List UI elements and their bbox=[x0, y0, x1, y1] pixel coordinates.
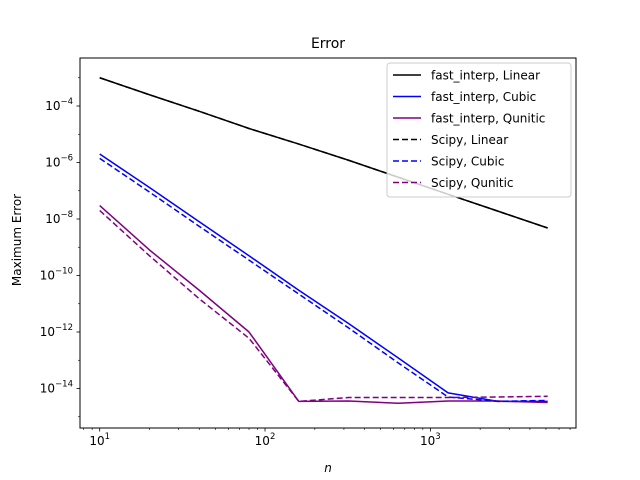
legend-label-scipy-linear: Scipy, Linear bbox=[431, 133, 508, 147]
legend-label-scipy-cubic: Scipy, Cubic bbox=[431, 155, 504, 169]
y-tick-label: 10−8 bbox=[45, 210, 73, 226]
series-line-scipy-qunitic bbox=[99, 209, 548, 403]
plot-frame bbox=[79, 57, 577, 429]
y-tick-label: 10−6 bbox=[45, 153, 73, 169]
y-tick-label: 10−12 bbox=[40, 323, 73, 339]
legend-label-scipy-qunitic: Scipy, Qunitic bbox=[431, 176, 514, 190]
series-layer bbox=[99, 77, 548, 405]
legend-label-fast-interp-qunitic: fast_interp, Qunitic bbox=[431, 112, 545, 126]
legend-label-fast-interp-cubic: fast_interp, Cubic bbox=[431, 90, 536, 104]
y-axis-label: Maximum Error bbox=[10, 194, 24, 286]
y-tick-label: 10−4 bbox=[45, 97, 73, 113]
series-line-scipy-cubic bbox=[99, 157, 548, 403]
x-tick-label: 103 bbox=[420, 432, 441, 448]
y-tick-label: 10−10 bbox=[40, 267, 73, 283]
legend-frame bbox=[386, 62, 572, 198]
series-line-fast-interp-qunitic bbox=[99, 204, 548, 405]
ticks-layer: 101 102 103 10−4 10−6 10−8 10−10 10−12 10−14 bbox=[40, 77, 571, 448]
x-tick-label: 102 bbox=[255, 432, 276, 448]
series-line-scipy-linear bbox=[99, 77, 548, 229]
x-axis-label: n bbox=[324, 461, 332, 475]
y-tick-label: 10−14 bbox=[40, 380, 73, 396]
x-tick-label: 101 bbox=[89, 432, 110, 448]
chart-title: Error bbox=[311, 36, 345, 52]
legend: fast_interp, Linear fast_interp, Cubic fas… bbox=[386, 62, 572, 198]
legend-label-fast-interp-linear: fast_interp, Linear bbox=[431, 69, 540, 83]
